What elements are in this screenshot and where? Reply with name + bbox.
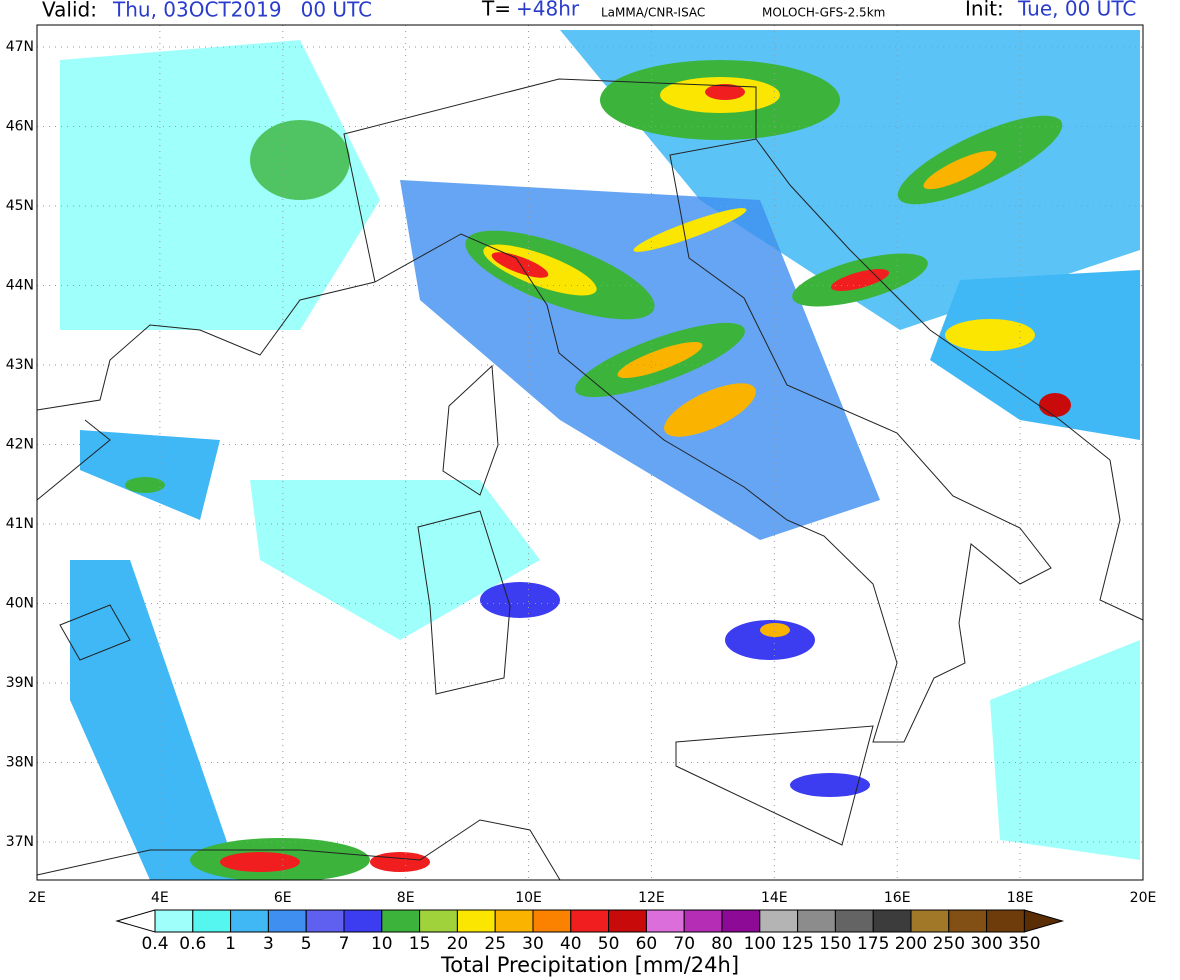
colorbar-level: 80 — [711, 934, 733, 954]
colorbar-level: 25 — [484, 934, 506, 954]
lat-label: 44N — [6, 278, 34, 294]
colorbar-level: 70 — [673, 934, 695, 954]
valid-value: Thu, 03OCT2019 00 UTC — [112, 0, 372, 22]
lon-label: 12E — [638, 890, 665, 906]
lat-label: 42N — [6, 437, 34, 453]
colorbar-level: 50 — [598, 934, 620, 954]
colorbar-box — [192, 909, 232, 933]
lat-label: 39N — [6, 675, 34, 691]
lat-label: 47N — [6, 39, 34, 55]
lat-label: 46N — [6, 119, 34, 135]
colorbar-level: 5 — [301, 934, 312, 954]
colorbar-level: 125 — [781, 934, 813, 954]
lon-label: 16E — [884, 890, 911, 906]
colorbar-over — [1023, 909, 1065, 933]
colorbar-level: 3 — [263, 934, 274, 954]
colorbar-box — [305, 909, 345, 933]
forecast-value: +48hr — [516, 0, 580, 21]
colorbar-level: 40 — [560, 934, 582, 954]
colorbar-level: 1 — [225, 934, 236, 954]
colorbar-level: 350 — [1008, 934, 1040, 954]
colorbar-level: 15 — [409, 934, 431, 954]
colorbar-level: 0.4 — [141, 934, 168, 954]
colorbar-box — [797, 909, 836, 933]
colorbar-box — [532, 909, 572, 933]
lat-label: 41N — [6, 516, 34, 532]
lon-label: 14E — [761, 890, 788, 906]
lon-label: 4E — [151, 890, 169, 906]
colorbar-box — [343, 909, 383, 933]
colorbar-box — [381, 909, 421, 933]
colorbar-box — [645, 909, 685, 933]
model: MOLOCH-GFS-2.5km — [762, 6, 885, 20]
lon-label: 10E — [515, 890, 542, 906]
colorbar-level: 30 — [522, 934, 544, 954]
colorbar-level: 60 — [636, 934, 658, 954]
lat-label: 37N — [6, 834, 34, 850]
colorbar-box — [872, 909, 912, 933]
colorbar-level: 150 — [819, 934, 851, 954]
forecast-label: T= — [481, 0, 511, 21]
colorbar-level: 10 — [371, 934, 393, 954]
lon-label: 2E — [28, 890, 46, 906]
precip-field — [60, 30, 1140, 880]
colorbar: 0.4 0.6 1 3 5 7 10 15 20 25 30 40 50 60 70 80 100 125 150 1… — [115, 909, 1065, 954]
colorbar-box — [834, 909, 874, 933]
colorbar-level: 200 — [895, 934, 927, 954]
valid-label: Valid: — [42, 0, 97, 22]
init-label: Init: — [965, 0, 1004, 21]
colorbar-level: 300 — [970, 934, 1002, 954]
lat-label: 38N — [6, 755, 34, 771]
colorbar-box — [419, 909, 458, 933]
colorbar-level: 0.6 — [179, 934, 206, 954]
init-value: Tue, 00 UTC — [1017, 0, 1136, 21]
colorbar-box — [948, 909, 988, 933]
colorbar-level: 250 — [933, 934, 965, 954]
coastlines — [36, 78, 1144, 881]
colorbar-box — [910, 909, 950, 933]
colorbar-box — [456, 909, 496, 933]
colorbar-box — [154, 909, 194, 933]
lat-label: 45N — [6, 198, 34, 214]
axis-labels: 47N 46N 45N 44N 43N 42N 41N 40N 39N 38N 37N 2E 4E 6E 8… — [6, 39, 1157, 906]
lon-label: 6E — [274, 890, 292, 906]
source: LaMMA/CNR-ISAC — [601, 6, 705, 20]
colorbar-box — [986, 909, 1025, 933]
lon-label: 20E — [1130, 890, 1157, 906]
colorbar-box — [230, 909, 269, 933]
colorbar-level: 175 — [857, 934, 889, 954]
colorbar-box — [721, 909, 761, 933]
colorbar-title: Total Precipitation [mm/24h] — [440, 953, 739, 977]
colorbar-level: 100 — [744, 934, 776, 954]
colorbar-under — [115, 909, 156, 933]
colorbar-level: 20 — [447, 934, 469, 954]
lon-label: 18E — [1007, 890, 1034, 906]
colorbar-box — [570, 909, 610, 933]
colorbar-box — [608, 909, 647, 933]
colorbar-box — [267, 909, 307, 933]
map-frame — [36, 24, 1144, 881]
graticule — [37, 25, 1143, 880]
colorbar-box — [759, 909, 799, 933]
colorbar-box — [683, 909, 723, 933]
lat-label: 43N — [6, 357, 34, 373]
colorbar-box — [494, 909, 534, 933]
lon-label: 8E — [397, 890, 415, 906]
colorbar-level: 7 — [339, 934, 350, 954]
lat-label: 40N — [6, 596, 34, 612]
